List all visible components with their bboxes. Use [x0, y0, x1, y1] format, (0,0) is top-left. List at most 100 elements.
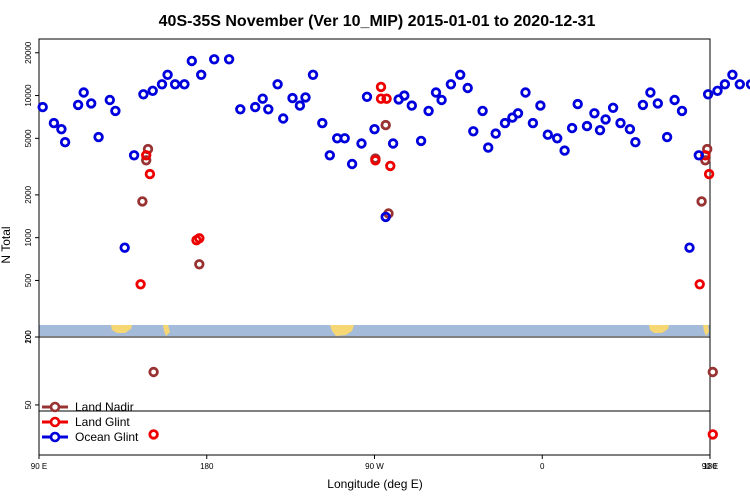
x-tick-label: 90 E [702, 462, 718, 471]
data-point [56, 123, 67, 135]
data-point [380, 211, 391, 223]
data-point [128, 150, 140, 161]
data-point [600, 114, 611, 125]
data-point [135, 279, 146, 290]
data-point [415, 135, 427, 147]
data-point [637, 99, 649, 111]
data-point [162, 69, 173, 80]
data-point [589, 108, 600, 119]
data-point [552, 133, 563, 144]
data-point [387, 138, 399, 149]
data-point [104, 94, 115, 106]
land-patch-australia-repeat [649, 325, 669, 333]
data-point [727, 69, 738, 80]
data-point [630, 136, 641, 148]
data-point [208, 54, 220, 65]
x-tick-label: 90 E [31, 462, 47, 471]
y-tick-label: 200 [24, 330, 33, 344]
data-point [399, 90, 410, 101]
data-point [356, 138, 367, 149]
data-point [581, 120, 593, 132]
data-point [445, 79, 457, 90]
data-point [59, 136, 71, 148]
legend-entry-land-nadir: Land Nadir [42, 400, 134, 414]
data-point [645, 87, 656, 98]
data-point [566, 122, 578, 134]
data-point [317, 117, 328, 129]
legend-entry-land-glint: Land Glint [42, 415, 130, 429]
data-point [361, 91, 373, 102]
legend-swatch-marker [49, 416, 61, 428]
chart-title: 40S-35S November (Ver 10_MIP) 2015-01-01… [159, 13, 596, 30]
data-point [287, 92, 298, 104]
lower-plot-frame [38, 336, 711, 456]
data-point [594, 124, 606, 136]
data-point [179, 79, 190, 90]
land-patch-australia [111, 325, 132, 333]
data-point [661, 131, 673, 143]
data-point [542, 129, 553, 140]
data-point [499, 117, 511, 129]
land-patch-south-america [330, 325, 354, 336]
data-point [140, 155, 152, 166]
data-point [693, 150, 704, 161]
data-point [339, 133, 350, 144]
data-point [381, 93, 392, 104]
data-point [734, 79, 745, 90]
data-point [194, 259, 205, 270]
upper-plot-frame [38, 38, 711, 338]
legend-entry-ocean-glint: Ocean Glint [42, 430, 139, 444]
data-point [430, 87, 442, 98]
data-point [138, 89, 149, 100]
data-point [346, 158, 358, 170]
scatter-markers [37, 54, 750, 440]
lower-y-axis-ticks: 50 100 [24, 330, 39, 409]
data-point [235, 104, 246, 115]
legend: Land Nadir Land Glint Ocean Glint [42, 400, 139, 444]
y-tick-label: 50 [24, 400, 33, 409]
data-point [712, 85, 723, 96]
data-point [156, 79, 168, 90]
data-point [535, 100, 546, 111]
data-point [385, 160, 396, 172]
data-point [223, 54, 235, 65]
ocean-band [39, 325, 710, 336]
data-point [144, 168, 156, 180]
data-point [186, 55, 197, 67]
data-point [380, 119, 391, 131]
data-point [703, 168, 715, 180]
data-point [520, 87, 531, 98]
data-point [684, 242, 695, 253]
data-point [370, 155, 381, 166]
data-point [527, 117, 539, 129]
data-point [148, 429, 159, 440]
data-point [85, 98, 97, 109]
land-ocean-strip [39, 325, 710, 336]
data-point [652, 98, 663, 109]
x-tick-label: 180 [703, 462, 717, 471]
data-point [423, 105, 434, 117]
data-point [72, 99, 84, 111]
data-point [278, 113, 289, 124]
x-tick-label: 180 [200, 462, 214, 471]
data-point [195, 69, 207, 80]
data-point [406, 100, 417, 111]
data-point [294, 100, 306, 111]
data-point [719, 79, 731, 90]
legend-label-land-glint: Land Glint [75, 415, 130, 429]
land-patch-new-zealand [163, 325, 170, 336]
legend-swatch-marker [49, 401, 61, 413]
data-point [676, 105, 688, 117]
series-land-nadir [137, 119, 718, 378]
data-point [572, 98, 583, 110]
data-point [700, 155, 711, 166]
data-point [257, 93, 268, 104]
y-tick-label: 100 [24, 330, 33, 344]
x-tick-label: 0 [540, 462, 545, 471]
data-point [263, 104, 274, 115]
data-point [669, 94, 680, 106]
y-axis-label: N Total [0, 226, 13, 263]
data-point [194, 233, 205, 244]
y-tick-label: 5000 [24, 129, 33, 147]
